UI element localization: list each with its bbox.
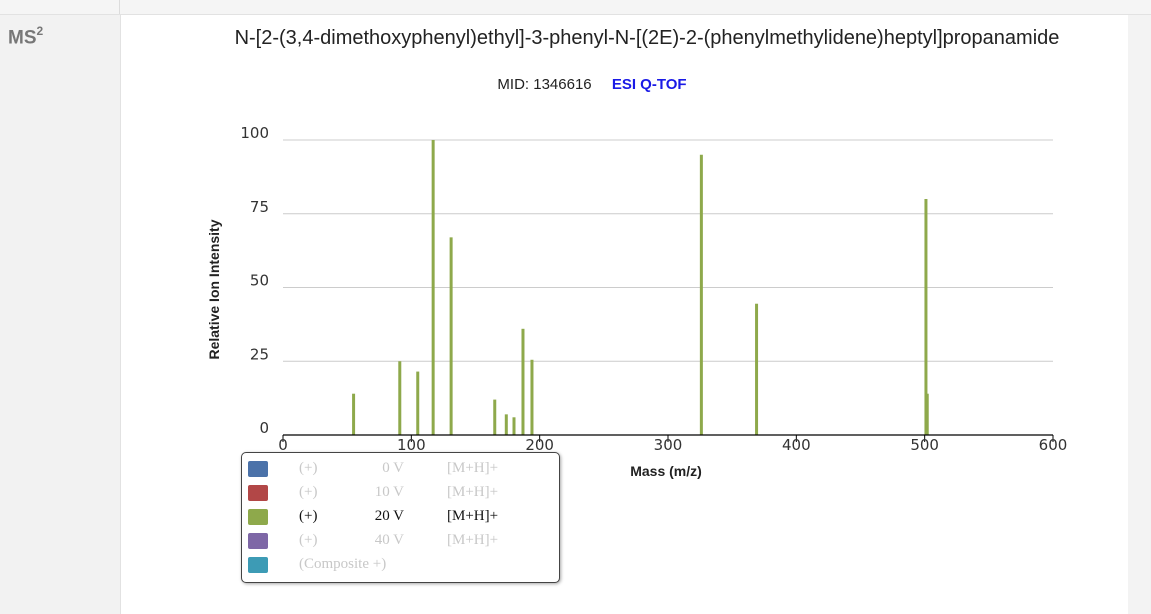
legend-swatch	[248, 485, 268, 501]
ms-level-superscript: 2	[36, 24, 44, 38]
legend-adduct: [M+H]+	[447, 484, 499, 500]
spectrum-peak	[449, 237, 453, 435]
spectrum-peak	[925, 393, 929, 435]
y-tick-label: 100	[240, 124, 269, 142]
legend-ion-mode: (+)	[299, 508, 318, 524]
legend-swatch	[248, 557, 268, 573]
legend-swatch	[248, 461, 268, 477]
legend-ion-mode: (+)	[299, 532, 318, 548]
spectrum-peak	[352, 393, 356, 435]
legend-item[interactable]: (Composite +)	[242, 556, 559, 576]
spectrum-peak	[755, 303, 759, 435]
legend-voltage: 40 V	[374, 532, 404, 548]
spectrum-peak	[699, 154, 703, 435]
x-tick-label: 500	[910, 436, 939, 454]
y-tick-labels: 0 25 50 75 100	[240, 124, 269, 437]
right-strip	[1128, 15, 1151, 614]
spectrum-peak	[530, 359, 534, 435]
spectrum-peak	[398, 361, 402, 435]
top-divider	[119, 0, 120, 14]
spectrum-peak	[504, 414, 508, 435]
legend-ion-mode: (+)	[299, 484, 318, 500]
legend-voltage: 10 V	[374, 484, 404, 500]
spectrum-legend: (+) 0 V [M+H]+ (+) 10 V [M+H]+ (+) 20 V [M+H]+ (+…	[241, 452, 560, 583]
x-tick-label: 100	[397, 436, 426, 454]
legend-adduct: [M+H]+	[447, 532, 499, 548]
y-tick-label: 50	[250, 272, 269, 290]
x-tick-label: 0	[278, 436, 288, 454]
legend-swatch	[248, 509, 268, 525]
spectrum-peak	[512, 417, 516, 435]
x-tick-label: 600	[1039, 436, 1068, 454]
x-tick-label: 200	[525, 436, 554, 454]
y-tick-label: 25	[250, 345, 269, 363]
top-strip	[0, 0, 1151, 15]
y-tick-label: 75	[250, 198, 269, 216]
legend-item[interactable]: (+) 10 V [M+H]+	[242, 484, 559, 504]
spectrum-peak	[493, 399, 497, 435]
spectrum-peaks	[352, 140, 929, 435]
legend-adduct: [M+H]+	[447, 508, 499, 524]
x-axis-label: Mass (m/z)	[630, 463, 702, 479]
y-axis-label: Relative Ion Intensity	[206, 219, 222, 359]
instrument-link[interactable]: ESI Q-TOF	[611, 76, 687, 93]
legend-voltage: 0 V	[382, 460, 404, 476]
spectrum-peak	[416, 371, 420, 435]
spectrum-subheading: MID: 1346616 ESI Q-TOF	[0, 76, 1151, 93]
mid-label: MID: 1346616	[497, 76, 592, 93]
y-tick-label: 0	[259, 419, 269, 437]
spectrum-peak	[924, 199, 928, 435]
legend-voltage: 20 V	[374, 508, 404, 524]
ms-label-text: MS	[8, 27, 37, 49]
legend-item[interactable]: (+) 20 V [M+H]+	[242, 508, 559, 528]
ms-level-label: MS2	[8, 24, 44, 49]
legend-item[interactable]: (+) 40 V [M+H]+	[242, 532, 559, 552]
sidebar-label-column: MS2	[0, 15, 121, 614]
legend-item[interactable]: (+) 0 V [M+H]+	[242, 460, 559, 480]
spectrum-peak	[431, 140, 435, 435]
x-tick-label: 300	[654, 436, 683, 454]
x-tick-labels: 0 100 200 300 400 500 600	[278, 435, 1067, 454]
compound-title: N-[2-(3,4-dimethoxyphenyl)ethyl]-3-pheny…	[234, 27, 1060, 49]
legend-ion-mode: (+)	[299, 460, 318, 476]
spectrum-peak	[521, 328, 525, 435]
legend-ion-mode: (Composite +)	[299, 556, 387, 572]
x-tick-label: 400	[782, 436, 811, 454]
legend-swatch	[248, 533, 268, 549]
grid-lines	[283, 139, 1053, 362]
legend-adduct: [M+H]+	[447, 460, 499, 476]
